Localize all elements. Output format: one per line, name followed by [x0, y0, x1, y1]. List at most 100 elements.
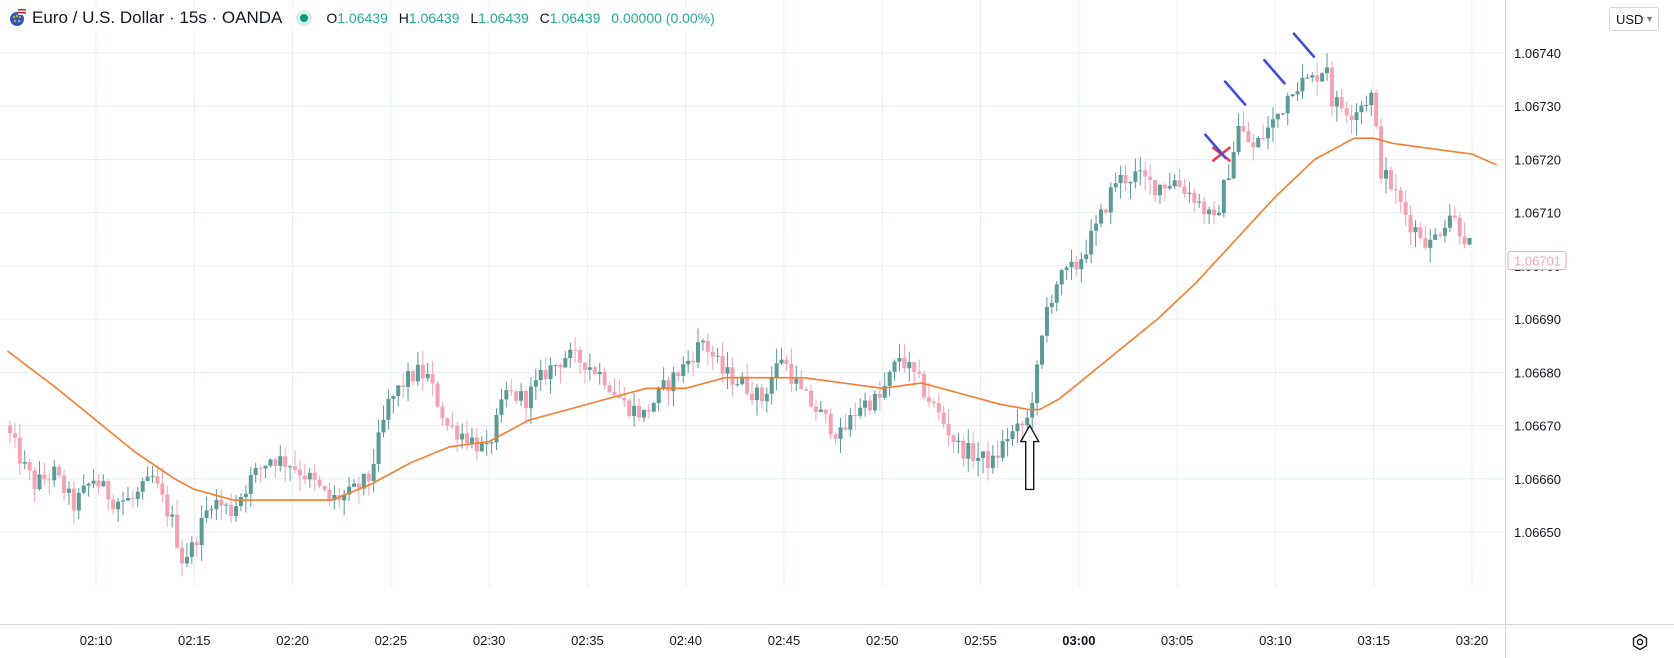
currency-selector[interactable]: USD ▼: [1609, 7, 1659, 31]
candle: [1374, 89, 1379, 129]
candle: [1275, 113, 1280, 128]
candle: [641, 409, 646, 422]
candle-body: [646, 409, 651, 412]
candle: [1325, 53, 1330, 81]
diagonal-mark[interactable]: [1292, 32, 1316, 58]
candle: [828, 408, 833, 440]
candle-body: [936, 403, 941, 413]
candle: [813, 399, 818, 422]
candle: [1384, 157, 1388, 194]
candle: [951, 433, 956, 453]
candle-body: [745, 376, 750, 394]
candle: [514, 390, 519, 404]
candle-body: [371, 463, 376, 482]
candle-body: [165, 494, 170, 517]
candle: [519, 383, 524, 406]
candle-body: [1315, 75, 1320, 82]
candle: [558, 362, 563, 384]
candle-body: [155, 476, 160, 484]
diagonal-mark[interactable]: [1263, 58, 1286, 85]
candle: [32, 467, 37, 502]
candle-body: [1148, 176, 1153, 180]
candle-body: [818, 409, 823, 413]
candle: [1433, 228, 1438, 241]
candle-body: [1384, 169, 1388, 179]
candle-body: [1433, 234, 1438, 240]
candle-body: [184, 556, 189, 564]
candle: [1079, 252, 1084, 283]
candle: [897, 343, 902, 372]
x-tick-label: 02:25: [375, 633, 408, 648]
candle: [1187, 181, 1192, 203]
candle-body: [1447, 215, 1452, 228]
candle-body: [863, 400, 868, 408]
candle: [209, 505, 214, 519]
candle: [219, 489, 224, 521]
candle-body: [489, 442, 494, 444]
candle: [700, 338, 705, 351]
candle-body: [342, 494, 347, 501]
candle: [592, 364, 597, 376]
candle: [332, 485, 337, 510]
candle-body: [946, 424, 951, 436]
settings-button[interactable]: [1628, 630, 1652, 654]
candle-body: [543, 369, 548, 380]
candle: [376, 419, 381, 472]
symbol-title[interactable]: Euro / U.S. Dollar · 15s · OANDA: [32, 8, 283, 27]
candle: [499, 388, 504, 423]
last-price-badge: [1507, 251, 1567, 271]
candle-body: [528, 386, 533, 409]
diagonal-mark[interactable]: [1223, 80, 1247, 106]
candle: [460, 423, 465, 449]
candle: [759, 383, 764, 409]
candle-body: [1246, 131, 1251, 143]
candle: [101, 474, 106, 487]
candle: [258, 465, 263, 483]
candle: [62, 469, 67, 501]
candle: [1270, 107, 1275, 142]
candle-body: [445, 418, 450, 426]
up-arrow-marker[interactable]: [1019, 424, 1040, 491]
candle: [1379, 118, 1384, 184]
diagonal-mark[interactable]: [1204, 133, 1227, 160]
candle: [1005, 427, 1010, 457]
time-axis[interactable]: 02:10 02:15 02:20 02:25 02:30 02:35 02:40 02:45…: [0, 624, 1674, 649]
candle: [140, 477, 145, 500]
candle: [57, 463, 62, 479]
price-axis[interactable]: 1.06650 1.06660 1.06670 1.06680 1.06690 1.067…: [1505, 0, 1567, 658]
candle: [450, 411, 455, 429]
candle: [779, 347, 784, 365]
candle: [720, 342, 725, 383]
candle-body: [243, 493, 248, 498]
candle-body: [322, 486, 327, 490]
x-tick-label: 02:20: [276, 633, 309, 648]
candle-body: [386, 398, 391, 420]
candle-body: [710, 351, 715, 357]
candle: [263, 465, 268, 479]
candle-body: [990, 455, 995, 469]
candle: [445, 417, 450, 431]
candle-body: [1280, 113, 1285, 115]
candle: [1305, 73, 1310, 79]
candle-body: [1398, 190, 1403, 202]
candle-body: [1462, 236, 1467, 245]
candle: [774, 348, 779, 391]
candle-body: [917, 371, 922, 374]
candle: [17, 423, 22, 475]
candle-body: [823, 409, 828, 414]
candle-body: [995, 455, 1000, 458]
candle-body: [563, 358, 568, 368]
grid: [0, 0, 1504, 587]
candle: [116, 498, 121, 523]
candle-body: [175, 514, 180, 548]
candle: [180, 540, 184, 577]
candle-body: [1138, 170, 1143, 172]
candle-body: [32, 470, 37, 490]
candle: [710, 345, 715, 370]
candle-body: [877, 393, 882, 398]
y-tick-label: 1.06710: [1514, 206, 1561, 221]
candle-body: [1261, 137, 1266, 139]
candle: [224, 502, 229, 515]
candle: [1467, 237, 1472, 246]
